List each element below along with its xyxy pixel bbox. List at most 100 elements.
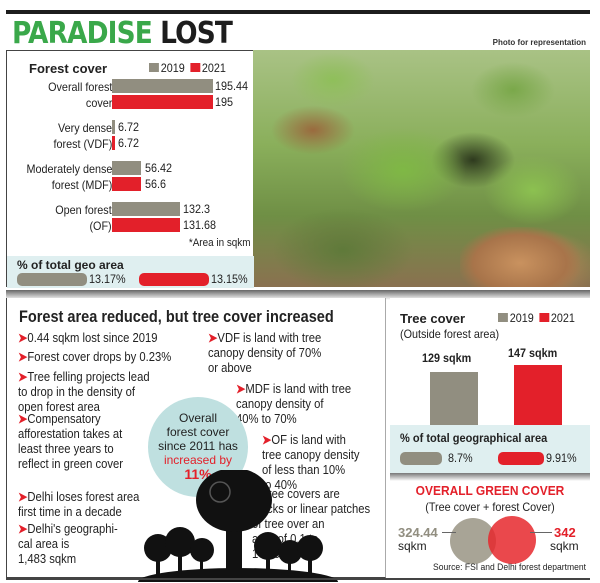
- circle-text-highlight: increased by: [163, 453, 233, 467]
- forest-cover-legend: 2019 2021: [149, 61, 226, 75]
- geo-pill-2021: [139, 273, 209, 286]
- forest-cover-title: Forest cover: [29, 61, 108, 76]
- legend-swatch-2021: [539, 313, 550, 322]
- photo-credit: Photo for representation: [492, 38, 586, 47]
- legend-swatch-2021: [190, 63, 201, 72]
- tree-cover-panel: Tree cover (Outside forest area) 2019 20…: [390, 298, 590, 578]
- tree-geo-value-2019: 8.7%: [448, 451, 473, 465]
- forest-photo: [253, 50, 590, 287]
- bar-value-2021: 6.72: [118, 136, 140, 150]
- bar-value-2021: 56.6: [145, 177, 167, 191]
- bullet-item: ➤OF is land with tree canopy density of le…: [262, 433, 360, 492]
- bar-value-2019: 6.72: [118, 120, 140, 134]
- section-divider: [6, 290, 590, 300]
- bar-2021: [112, 95, 213, 109]
- lower-title: Forest area reduced, but tree cover incr…: [19, 308, 334, 326]
- section-divider: [390, 473, 590, 481]
- bar-label: forest (MDF): [51, 178, 112, 192]
- geo-value-2019: 13.17%: [89, 272, 126, 286]
- tree-geo-pill-2019: [400, 452, 442, 465]
- title-green: PARADISE: [12, 16, 153, 51]
- arrow-bullet-icon: ➤: [236, 382, 246, 396]
- tree-cover-bar-2021: [514, 365, 562, 425]
- green-cover-unit-2019: sqkm: [398, 539, 427, 553]
- arrow-bullet-icon: ➤: [18, 350, 28, 364]
- bar-value-2021: 131.68: [183, 218, 217, 232]
- bar-label: (OF): [89, 219, 112, 233]
- tree-silhouette-icon: [138, 470, 338, 582]
- tree-cover-title: Tree cover: [400, 311, 466, 326]
- arrow-bullet-icon: ➤: [18, 331, 28, 345]
- geo-pill-2019: [17, 273, 87, 286]
- bar-value-2019: 132.3: [183, 202, 211, 216]
- tree-geo-title: % of total geographical area: [400, 431, 548, 445]
- legend-2019: 2019: [160, 61, 185, 75]
- forest-cover-panel: Forest cover 2019 2021 Overall forest co…: [6, 50, 254, 288]
- bar-label: Open forest: [55, 203, 112, 217]
- arrow-bullet-icon: ➤: [18, 370, 28, 384]
- green-cover-value-2021: 342: [554, 525, 576, 540]
- circle-text: Overall: [178, 411, 217, 425]
- bar-2019: [112, 202, 180, 216]
- bar-2021: [112, 136, 115, 150]
- legend-swatch-2019: [149, 63, 159, 72]
- bullet-item: ➤Delhi's geographi-cal area is 1,483 sqkm: [18, 522, 118, 566]
- green-cover-value-2019: 324.44: [398, 525, 438, 540]
- legend-swatch-2019: [498, 313, 508, 322]
- bullet-item: ➤VDF is land with tree canopy density of …: [208, 331, 322, 375]
- bullet-item: ➤Tree felling projects lead to drop in th…: [18, 370, 150, 414]
- top-rule: [6, 10, 590, 14]
- green-cover-circle-2021: [488, 516, 536, 564]
- bar-label: Overall forest: [47, 80, 112, 94]
- geo-area-title: % of total geo area: [17, 258, 124, 272]
- bar-label: Very dense: [57, 121, 112, 135]
- bullet-item: ➤Compensatory afforestation takes at least…: [18, 412, 124, 471]
- tree-geo-box: % of total geographical area 8.7% 9.91%: [390, 425, 590, 473]
- bar-2021: [112, 177, 141, 191]
- circle-text: forest cover: [166, 425, 230, 439]
- leader-line: [442, 532, 456, 533]
- bar-2019: [112, 161, 141, 175]
- green-cover-subtitle: (Tree cover + forest Cover): [425, 500, 555, 514]
- geo-value-2021: 13.15%: [211, 272, 248, 286]
- bar-2019: [112, 120, 115, 134]
- tree-cover-bar-2019: [430, 372, 478, 425]
- source-note: Source: FSI and Delhi forest department: [432, 562, 586, 573]
- legend-2021: 2021: [201, 61, 226, 75]
- bar-label: forest (VDF): [53, 137, 112, 151]
- page-title: PARADISE LOST: [12, 16, 233, 51]
- bullet-item: ➤0.44 sqkm lost since 2019: [18, 331, 158, 345]
- tree-cover-value-2019: 129 sqkm: [422, 351, 472, 365]
- tree-cover-subtitle: (Outside forest area): [400, 327, 500, 341]
- green-cover-title: OVERALL GREEN COVER: [415, 483, 565, 498]
- leader-line: [530, 532, 552, 533]
- arrow-bullet-icon: ➤: [18, 522, 28, 536]
- arrow-bullet-icon: ➤: [262, 433, 272, 447]
- rock-detail: [460, 227, 580, 287]
- bar-2021: [112, 218, 180, 232]
- bar-value-2021: 195: [215, 95, 234, 109]
- legend-2021: 2021: [550, 311, 575, 325]
- green-cover-unit-2021: sqkm: [550, 539, 579, 553]
- tree-cover-legend: 2019 2021: [498, 311, 575, 325]
- legend-2019: 2019: [509, 311, 534, 325]
- geo-area-box: % of total geo area 13.17% 13.15%: [7, 256, 254, 288]
- bullet-item: ➤Forest cover drops by 0.23%: [18, 350, 172, 364]
- bottom-rule: [6, 578, 590, 580]
- arrow-bullet-icon: ➤: [208, 331, 218, 345]
- bullet-item: ➤MDF is land with tree canopy density of 4…: [236, 382, 352, 426]
- title-black: LOST: [160, 16, 233, 51]
- tree-geo-pill-2021: [498, 452, 544, 465]
- bar-value-2019: 56.42: [145, 161, 173, 175]
- bar-2019: [112, 79, 213, 93]
- bar-label: cover: [85, 96, 112, 110]
- circle-text: since 2011 has: [158, 439, 238, 453]
- tree-geo-value-2021: 9.91%: [546, 451, 577, 465]
- circle-percent: 11%: [184, 466, 212, 482]
- arrow-bullet-icon: ➤: [18, 412, 28, 426]
- bar-label: Moderately dense: [26, 162, 112, 176]
- bar-value-2019: 195.44: [215, 79, 249, 93]
- tree-cover-value-2021: 147 sqkm: [508, 346, 558, 360]
- arrow-bullet-icon: ➤: [18, 490, 28, 504]
- bullet-item: ➤Delhi loses forest area first time in a …: [18, 490, 140, 519]
